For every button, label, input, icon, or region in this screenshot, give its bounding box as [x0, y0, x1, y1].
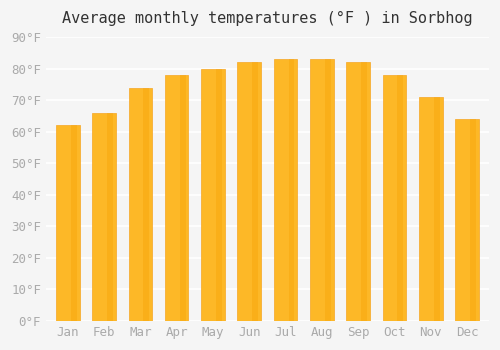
Bar: [180, 75, 186, 321]
Bar: [419, 97, 442, 321]
Bar: [201, 69, 225, 321]
Bar: [288, 59, 294, 321]
Bar: [470, 119, 476, 321]
Bar: [398, 75, 404, 321]
Bar: [70, 125, 76, 321]
Bar: [456, 119, 479, 321]
Title: Average monthly temperatures (°F ) in Sorbhog: Average monthly temperatures (°F ) in So…: [62, 11, 472, 26]
Bar: [238, 62, 261, 321]
Bar: [128, 88, 152, 321]
Bar: [252, 62, 258, 321]
Bar: [92, 113, 116, 321]
Bar: [346, 62, 370, 321]
Bar: [382, 75, 406, 321]
Bar: [361, 62, 367, 321]
Bar: [274, 59, 297, 321]
Bar: [107, 113, 113, 321]
Bar: [434, 97, 440, 321]
Bar: [56, 125, 80, 321]
Bar: [310, 59, 334, 321]
Bar: [165, 75, 188, 321]
Bar: [325, 59, 330, 321]
Bar: [144, 88, 149, 321]
Bar: [216, 69, 222, 321]
